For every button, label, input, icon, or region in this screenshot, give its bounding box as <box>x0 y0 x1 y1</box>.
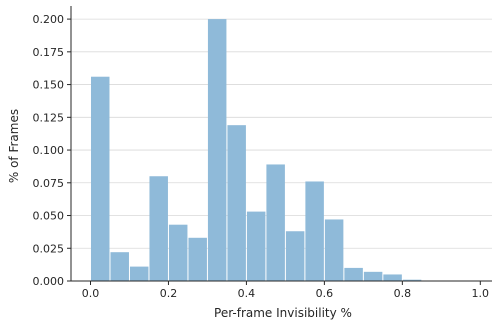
y-tick-label: 0.100 <box>33 144 65 157</box>
histogram-bar <box>168 224 188 281</box>
histogram-bar <box>402 279 422 281</box>
histogram-bar <box>227 125 246 282</box>
histogram-bar <box>285 231 305 281</box>
y-tick-label: 0.025 <box>33 242 65 255</box>
histogram-bar <box>383 274 402 281</box>
y-tick-label: 0.000 <box>33 275 65 288</box>
y-tick-label: 0.150 <box>33 79 65 92</box>
x-tick-label: 0.8 <box>394 287 412 300</box>
x-tick-label: 0.2 <box>160 287 178 300</box>
histogram-bar <box>207 19 227 281</box>
histogram-bar <box>90 76 110 281</box>
x-tick-label: 0.0 <box>82 287 100 300</box>
x-tick-label: 0.6 <box>316 287 334 300</box>
x-axis-label: Per-frame Invisibility % <box>214 306 352 320</box>
histogram-bar <box>344 267 363 281</box>
histogram-bar <box>149 176 168 281</box>
y-tick-label: 0.125 <box>33 111 65 124</box>
histogram-bar <box>324 219 344 281</box>
histogram-bar <box>188 237 207 281</box>
x-ticks: 0.0 0.2 0.4 0.6 0.8 1.0 <box>82 281 489 300</box>
histogram-bar <box>305 181 324 281</box>
y-tick-label: 0.050 <box>33 210 65 223</box>
histogram-bar <box>363 271 383 281</box>
y-tick-label: 0.075 <box>33 177 65 190</box>
x-tick-label: 0.4 <box>238 287 256 300</box>
grid-lines <box>71 18 492 282</box>
y-tick-label: 0.175 <box>33 46 65 59</box>
y-ticks: 0.000 0.025 0.050 0.075 0.100 0.125 0.150 0.175… <box>33 13 71 288</box>
x-tick-label: 1.0 <box>472 287 490 300</box>
histogram-bar <box>246 211 266 281</box>
bars <box>90 19 422 282</box>
y-tick-label: 0.200 <box>33 13 65 26</box>
histogram-bar <box>129 266 149 281</box>
y-axis-label: % of Frames <box>7 109 21 183</box>
histogram-bar <box>266 164 285 281</box>
histogram-bar <box>110 252 129 281</box>
